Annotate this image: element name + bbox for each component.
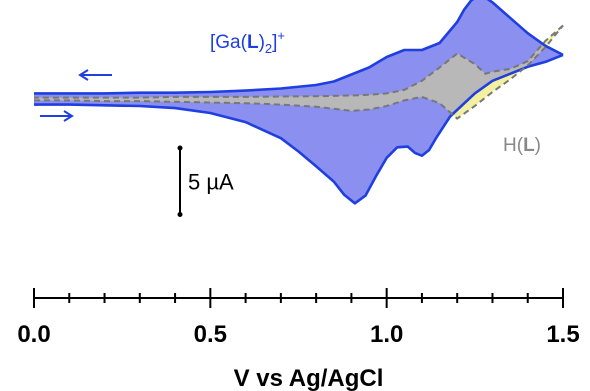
ga-label-superscript: + (277, 28, 285, 43)
ga-label-subscript: 2 (265, 41, 272, 56)
ga-forward-trace (34, 53, 564, 205)
hl-forward-trace (34, 24, 564, 120)
hl-reverse-trace (34, 24, 564, 99)
arrow-left-head (78, 69, 89, 81)
x-axis-title: V vs Ag/AgCl (234, 365, 384, 391)
x-tick-label: 1.0 (370, 321, 403, 348)
scale-bar-top-cap (177, 145, 183, 151)
scan-direction-arrows (40, 69, 112, 122)
ga-complex-label: [Ga(L)2]+ (210, 28, 285, 56)
scale-bar-bottom-cap (177, 212, 183, 217)
arrow-right-head (63, 110, 74, 122)
series-layer (34, 0, 564, 205)
hl-overlap-area (34, 25, 563, 119)
hl-label-ligand: L (523, 135, 535, 156)
x-tick-label: 1.5 (546, 321, 579, 348)
ga-label-bracket: ] (272, 32, 277, 53)
ga-label-close: ) (259, 32, 265, 53)
series-labels: [Ga(L)2]+H(L) (210, 28, 541, 156)
hl-label-prefix: H( (503, 135, 524, 156)
hl-label-close: ) (535, 135, 541, 156)
ga-reverse-trace (34, 0, 564, 95)
ga-label-ligand: L (247, 32, 259, 53)
ga-label-prefix: [Ga( (210, 32, 248, 53)
current-scale-bar: 5 µA (177, 145, 234, 217)
hl-ligand-label: H(L) (503, 135, 541, 156)
scale-bar-label: 5 µA (188, 169, 234, 194)
x-tick-label: 0.0 (17, 321, 50, 348)
x-axis: 0.0 0.5 1.0 1.5 V vs Ag/AgCl (17, 288, 580, 391)
x-tick-label: 0.5 (194, 321, 227, 348)
